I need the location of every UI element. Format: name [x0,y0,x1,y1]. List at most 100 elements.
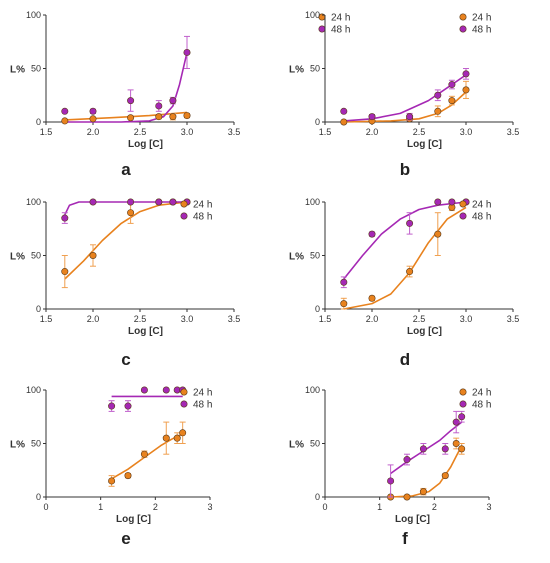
y-tick-label: 0 [315,492,320,502]
y-tick-label: 50 [31,439,41,449]
data-point-48h [155,198,163,206]
x-tick-label: 2.5 [413,314,426,324]
legend-label: 24 h [193,200,212,211]
y-axis-label: L% [289,252,304,263]
y-tick-label: 100 [305,197,320,207]
fit-line-48h [64,52,188,123]
data-point-48h [448,81,456,89]
x-axis-label: Log [C] [407,139,442,150]
fit-line-24h [343,206,467,310]
panel-letter: e [121,529,130,548]
x-tick-label: 3.0 [181,314,194,324]
panel-letter: a [121,160,131,179]
y-tick-label: 100 [305,385,320,395]
fit-line-24h [64,201,188,280]
data-point-48h [108,402,116,410]
y-tick-label: 50 [31,251,41,261]
data-point-24h [434,230,442,238]
y-tick-label: 0 [36,492,41,502]
data-point-24h [61,268,69,276]
data-point-24h [124,472,132,480]
legend-marker [459,388,467,396]
data-point-48h [124,402,132,410]
x-tick-label: 2.0 [366,127,379,137]
data-point-48h [387,477,395,485]
data-point-48h [127,198,135,206]
data-point-24h [340,118,348,126]
panel-d: 0 50 100 1.5 2.0 2.5 3.0 3.5 L% Log [C] 24 h48 h d [289,197,519,369]
data-point-24h [462,86,470,94]
x-tick-label: 1 [377,502,382,512]
y-axis-label: L% [10,65,25,76]
legend-label: 48 h [193,212,212,223]
data-point-48h [462,70,470,78]
legend-marker [459,212,467,220]
data-point-48h [458,413,466,421]
x-tick-label: 2.5 [134,314,147,324]
y-tick-label: 100 [26,385,41,395]
x-tick-label: 2.0 [87,127,100,137]
x-tick-label: 2.5 [413,127,426,137]
legend: 24 h48 h [180,388,212,411]
data-point-24h [89,115,97,123]
data-point-48h [169,97,177,105]
x-tick-label: 2.5 [134,127,147,137]
data-point-48h [140,386,148,394]
legend-marker [180,388,188,396]
data-point-48h [340,107,348,115]
legend-marker [180,212,188,220]
data-point-24h [140,450,148,458]
panel-letter: b [400,160,410,179]
data-point-24h [173,434,181,442]
data-point-24h [183,112,191,120]
legend-label: 48 h [472,212,491,223]
legend-marker [180,200,188,208]
y-tick-label: 50 [310,64,320,74]
panel-letter: c [121,350,130,369]
legend-label: 24 h [472,388,491,399]
data-point-48h [434,198,442,206]
x-tick-label: 3.0 [181,127,194,137]
x-tick-label: 3.5 [228,127,241,137]
data-point-48h [403,456,411,464]
data-point-48h [340,278,348,286]
panel-letter: d [400,350,410,369]
data-point-24h [434,107,442,115]
y-tick-label: 100 [305,10,320,20]
data-point-48h [155,102,163,110]
data-point-48h [89,198,97,206]
fit-line-24h [64,111,188,121]
x-tick-label: 3.5 [228,314,241,324]
legend-label: 48 h [193,400,212,411]
y-tick-label: 50 [31,64,41,74]
data-point-48h [448,198,456,206]
data-point-24h [179,429,187,437]
y-tick-label: 0 [36,117,41,127]
fit-line-48h [343,201,467,280]
legend: 24 h48 h [180,200,212,223]
y-tick-label: 100 [26,10,41,20]
fit-line-48h [343,74,467,122]
x-tick-label: 3 [207,502,212,512]
x-axis-label: Log [C] [395,514,430,525]
data-point-24h [419,488,427,496]
data-point-24h [441,472,449,480]
x-tick-label: 2.0 [87,314,100,324]
data-point-48h [406,219,414,227]
y-tick-label: 100 [26,197,41,207]
panel-c: 0 50 100 1.5 2.0 2.5 3.0 3.5 L% Log [C] 24 h48 h c [10,197,240,369]
legend: 24 h48 h [459,388,491,411]
data-point-48h [89,107,97,115]
legend-label: 48 h [331,25,350,36]
x-axis-label: Log [C] [407,326,442,337]
data-point-24h [89,252,97,260]
y-axis-label: L% [10,252,25,263]
y-axis-label: L% [289,440,304,451]
legend-label: 24 h [472,200,491,211]
legend: 24 h48 h [459,13,491,36]
x-tick-label: 1.5 [40,127,53,137]
x-tick-label: 3.5 [507,127,520,137]
panel-e: 0 50 100 0 1 2 3 L% Log [C] 24 h48 h e [10,385,213,548]
